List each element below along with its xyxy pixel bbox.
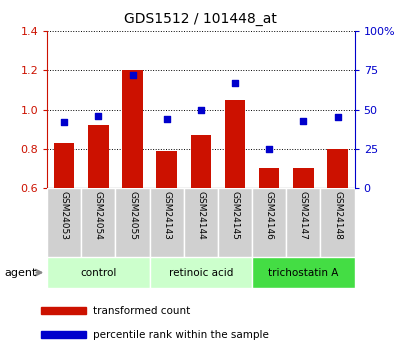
Bar: [149, 188, 183, 257]
Text: trichostatin A: trichostatin A: [267, 268, 338, 277]
Text: GSM24055: GSM24055: [128, 191, 137, 240]
Text: GSM24148: GSM24148: [332, 191, 341, 240]
Bar: [149, 257, 252, 288]
Point: [197, 107, 204, 112]
Text: GDS1512 / 101448_at: GDS1512 / 101448_at: [124, 12, 276, 26]
Text: percentile rank within the sample: percentile rank within the sample: [93, 330, 268, 340]
Text: GSM24053: GSM24053: [60, 191, 69, 240]
Point: [129, 72, 135, 78]
Text: GSM24054: GSM24054: [94, 191, 103, 240]
Bar: [190, 135, 211, 188]
Text: agent: agent: [4, 268, 36, 277]
Point: [265, 146, 272, 151]
Point: [231, 80, 238, 86]
Bar: [81, 188, 115, 257]
Text: GSM24146: GSM24146: [264, 191, 273, 240]
Bar: [326, 149, 347, 188]
Bar: [320, 188, 354, 257]
Text: control: control: [80, 268, 116, 277]
Text: retinoic acid: retinoic acid: [168, 268, 233, 277]
Bar: [88, 125, 108, 188]
Bar: [41, 307, 85, 314]
Text: GSM24143: GSM24143: [162, 191, 171, 240]
Bar: [252, 257, 354, 288]
Bar: [252, 188, 285, 257]
Bar: [218, 188, 252, 257]
Point: [299, 118, 306, 123]
Bar: [122, 70, 142, 188]
Bar: [47, 188, 81, 257]
Bar: [183, 188, 218, 257]
Bar: [47, 257, 149, 288]
Bar: [156, 151, 177, 188]
Text: GSM24145: GSM24145: [230, 191, 239, 240]
Bar: [54, 143, 74, 188]
Bar: [115, 188, 149, 257]
Point: [333, 115, 340, 120]
Text: GSM24147: GSM24147: [298, 191, 307, 240]
Bar: [292, 168, 313, 188]
Bar: [285, 188, 320, 257]
Bar: [224, 100, 245, 188]
Bar: [258, 168, 279, 188]
Point: [95, 113, 101, 119]
Text: transformed count: transformed count: [93, 306, 190, 316]
Point: [61, 119, 67, 125]
Text: GSM24144: GSM24144: [196, 191, 205, 240]
Bar: [41, 331, 85, 338]
Point: [163, 116, 170, 122]
